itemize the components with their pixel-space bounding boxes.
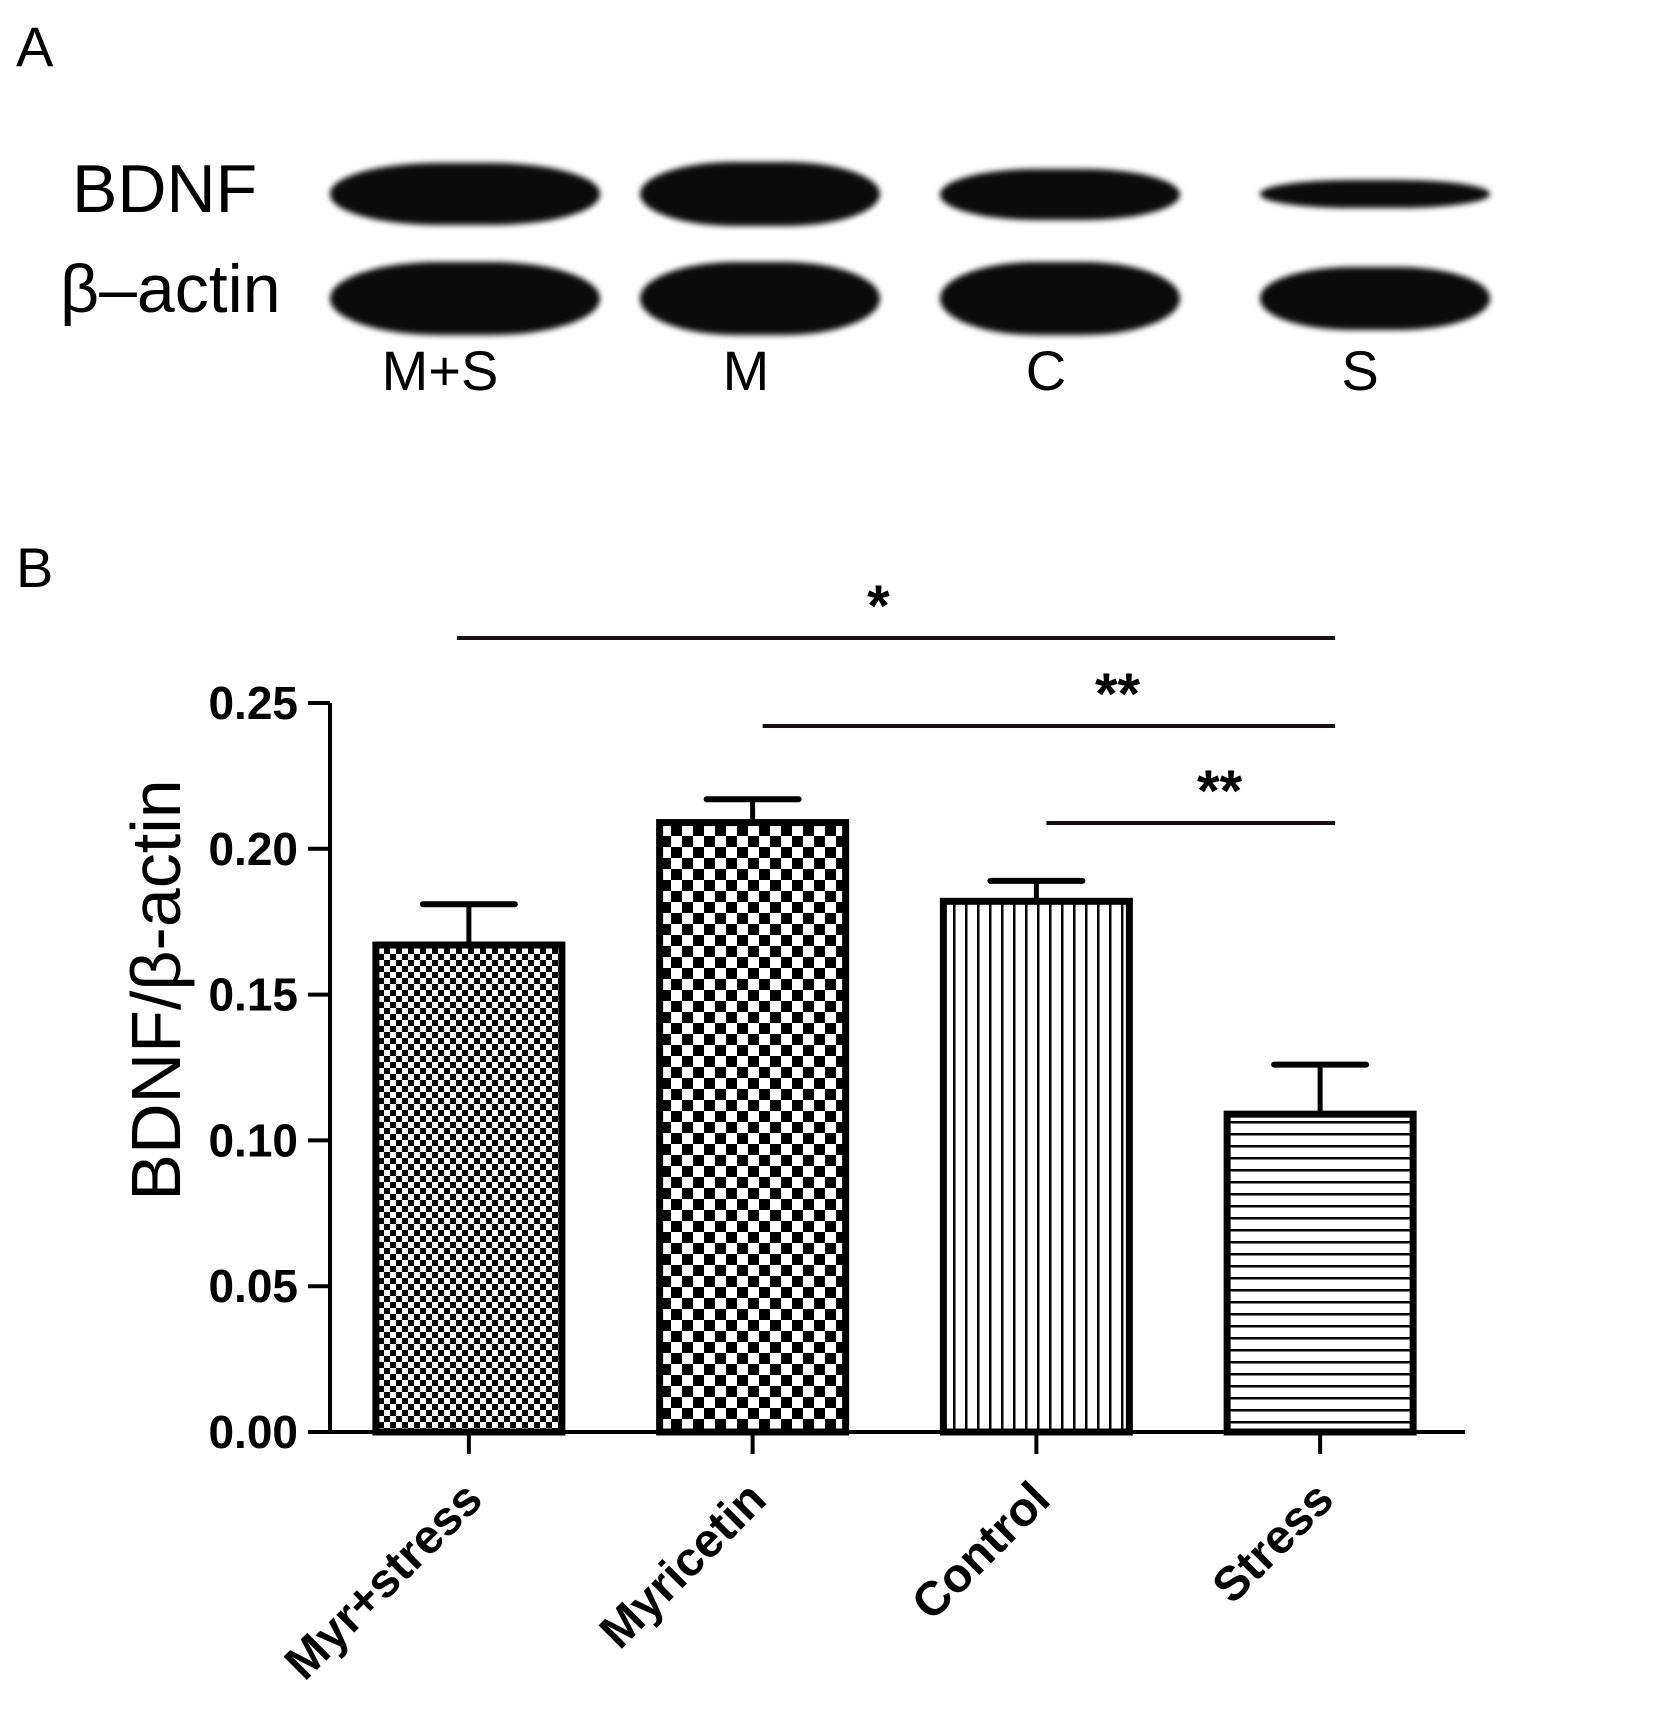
significance-mark: * xyxy=(867,574,890,639)
blot-band xyxy=(330,262,600,335)
blot-band xyxy=(640,262,880,335)
blot-band xyxy=(640,161,880,227)
bar xyxy=(939,897,1133,1436)
y-tick-label: 0.15 xyxy=(208,969,298,1021)
y-axis-label: BDNF/β-actin xyxy=(117,779,195,1200)
x-tick-label: Myricetin xyxy=(590,1472,776,1658)
y-tick-label: 0.00 xyxy=(208,1406,298,1458)
blot-band xyxy=(940,168,1180,220)
blot-row-label-actin: β–actin xyxy=(60,251,281,327)
significance-mark: ** xyxy=(1095,662,1141,727)
blot-band xyxy=(1260,267,1490,330)
blot-band xyxy=(1260,180,1490,208)
bar xyxy=(372,941,566,1436)
significance-brackets: ***** xyxy=(456,574,1336,825)
blot-band xyxy=(330,163,600,225)
bar xyxy=(656,819,850,1436)
y-tick-label: 0.10 xyxy=(208,1114,298,1166)
lane-label-s: S xyxy=(1341,339,1379,402)
bar xyxy=(1223,1110,1417,1436)
x-tick-label: Myr+stress xyxy=(275,1472,493,1690)
significance-mark: ** xyxy=(1197,759,1243,824)
y-tick-label: 0.25 xyxy=(208,677,298,729)
y-tick-label: 0.05 xyxy=(208,1260,298,1312)
lane-label-ms: M+S xyxy=(381,339,499,402)
panel-b-label: B xyxy=(16,536,54,599)
panel-a-label: A xyxy=(16,15,54,78)
blot-row-label-bdnf: BDNF xyxy=(72,151,258,227)
x-tick-label: Control xyxy=(902,1472,1060,1630)
y-tick-label: 0.20 xyxy=(208,823,298,875)
chart-bars xyxy=(372,796,1417,1436)
blot-band xyxy=(940,262,1180,335)
lane-label-c: C xyxy=(1025,339,1067,402)
x-tick-label: Stress xyxy=(1203,1472,1344,1613)
lane-label-m: M xyxy=(722,339,770,402)
